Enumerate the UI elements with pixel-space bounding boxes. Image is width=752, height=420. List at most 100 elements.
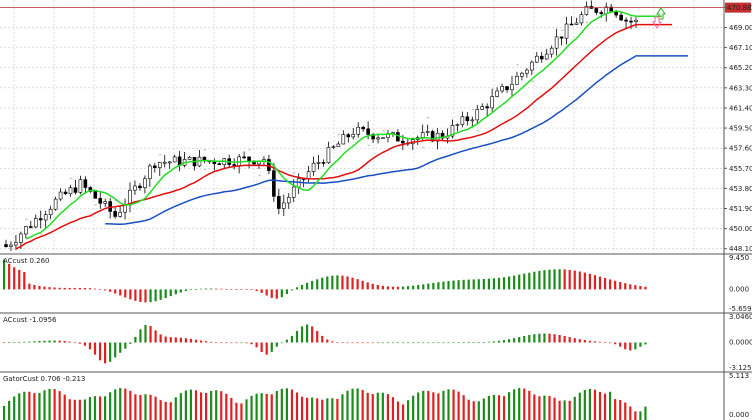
price-axis-label: 459.50 bbox=[729, 125, 752, 133]
histogram-bar bbox=[88, 288, 92, 290]
histogram-bar bbox=[300, 284, 304, 290]
candle bbox=[505, 86, 509, 93]
candle-body bbox=[505, 86, 509, 91]
candle bbox=[187, 155, 192, 160]
candle bbox=[376, 134, 380, 144]
histogram-bar bbox=[129, 342, 132, 344]
candle bbox=[619, 12, 623, 21]
candle bbox=[237, 153, 241, 174]
histogram-bar bbox=[295, 287, 299, 290]
histogram-bar bbox=[205, 341, 208, 343]
candle bbox=[415, 135, 420, 145]
histogram-bar bbox=[528, 390, 531, 420]
histogram-bar bbox=[518, 388, 521, 420]
histogram-bar bbox=[331, 341, 334, 343]
candle-body bbox=[38, 218, 43, 221]
histogram-bar bbox=[43, 286, 46, 290]
histogram-bar bbox=[18, 269, 21, 290]
candle: ⌃ bbox=[336, 133, 341, 147]
candle-body bbox=[281, 202, 286, 209]
fractal-down-marker: ⌄ bbox=[39, 230, 44, 237]
histogram-bar bbox=[639, 286, 642, 290]
candle bbox=[520, 71, 524, 81]
histogram-bar bbox=[205, 288, 208, 290]
histogram-bar bbox=[619, 282, 622, 290]
histogram-bar bbox=[139, 289, 142, 302]
fractal-up-marker: ⌃ bbox=[113, 200, 118, 207]
histogram-bar bbox=[492, 341, 496, 343]
histogram-bar bbox=[634, 285, 637, 290]
histogram-bar bbox=[578, 339, 581, 343]
histogram-bar bbox=[366, 342, 369, 344]
histogram-bar bbox=[588, 273, 591, 290]
candle bbox=[624, 17, 628, 29]
histogram-bar bbox=[462, 342, 465, 344]
candle-body bbox=[167, 161, 172, 164]
histogram-bar bbox=[639, 411, 642, 420]
histogram-bar bbox=[467, 399, 470, 420]
fractal-up-marker: ⌃ bbox=[202, 149, 207, 156]
histogram-bar bbox=[149, 325, 152, 343]
candle bbox=[182, 152, 187, 168]
histogram-bar bbox=[58, 340, 61, 343]
histogram-bar bbox=[33, 393, 36, 420]
candle bbox=[321, 159, 326, 167]
histogram-bar bbox=[104, 289, 107, 291]
histogram-bar bbox=[452, 280, 455, 290]
candle bbox=[281, 194, 286, 217]
candle bbox=[29, 220, 33, 229]
histogram-bar bbox=[508, 276, 511, 290]
ma-mid-line bbox=[15, 23, 672, 250]
histogram-bar bbox=[609, 391, 612, 420]
candle bbox=[406, 138, 410, 147]
histogram-bar bbox=[13, 267, 16, 290]
candle-body bbox=[336, 143, 341, 147]
histogram-bar bbox=[270, 342, 273, 352]
candle-body bbox=[19, 233, 23, 243]
price-axis-label: 461.40 bbox=[729, 104, 752, 112]
histogram-bar bbox=[199, 392, 203, 420]
histogram-bar bbox=[614, 342, 617, 345]
candle-body bbox=[346, 134, 351, 138]
histogram-bar bbox=[366, 282, 369, 290]
candle-body bbox=[361, 126, 365, 130]
price-axis-label: 453.80 bbox=[729, 185, 752, 193]
candle-body bbox=[217, 163, 222, 165]
candle bbox=[534, 52, 539, 63]
candle: ⌄ bbox=[584, 1, 589, 25]
histogram-bar bbox=[533, 334, 536, 343]
oscillator-axis-label: -3.1250 bbox=[729, 364, 752, 372]
histogram-bar bbox=[593, 341, 597, 343]
histogram-bar bbox=[184, 390, 187, 420]
histogram-bar bbox=[644, 406, 647, 420]
histogram-bar bbox=[68, 341, 71, 343]
candle bbox=[83, 176, 88, 194]
histogram-bar bbox=[260, 342, 263, 353]
histogram-bar bbox=[311, 397, 314, 420]
candle: ⌃ bbox=[292, 171, 297, 202]
price-axis-label: 465.20 bbox=[729, 64, 752, 72]
histogram-bar bbox=[609, 279, 612, 290]
sell-arrow-icon bbox=[652, 16, 662, 29]
candle: ⌃ bbox=[470, 109, 475, 128]
candle-body bbox=[247, 156, 251, 162]
histogram-bar bbox=[124, 388, 127, 420]
candle-body bbox=[29, 226, 33, 228]
candle-body bbox=[515, 76, 519, 85]
histogram-bar bbox=[614, 399, 617, 420]
histogram-bar bbox=[290, 289, 294, 291]
histogram-bar bbox=[497, 395, 501, 420]
histogram-bar bbox=[442, 342, 445, 344]
histogram-bar bbox=[351, 388, 354, 420]
fractal-down-marker: ⌄ bbox=[530, 77, 535, 84]
histogram-bar bbox=[124, 342, 127, 349]
histogram-bar bbox=[543, 270, 546, 290]
candle-body bbox=[465, 116, 470, 122]
histogram-bar bbox=[407, 286, 410, 290]
candle-body bbox=[490, 96, 494, 109]
histogram-bar bbox=[533, 271, 536, 290]
histogram-bar bbox=[83, 288, 86, 290]
histogram-bar bbox=[477, 401, 480, 420]
histogram-bar bbox=[518, 274, 521, 290]
